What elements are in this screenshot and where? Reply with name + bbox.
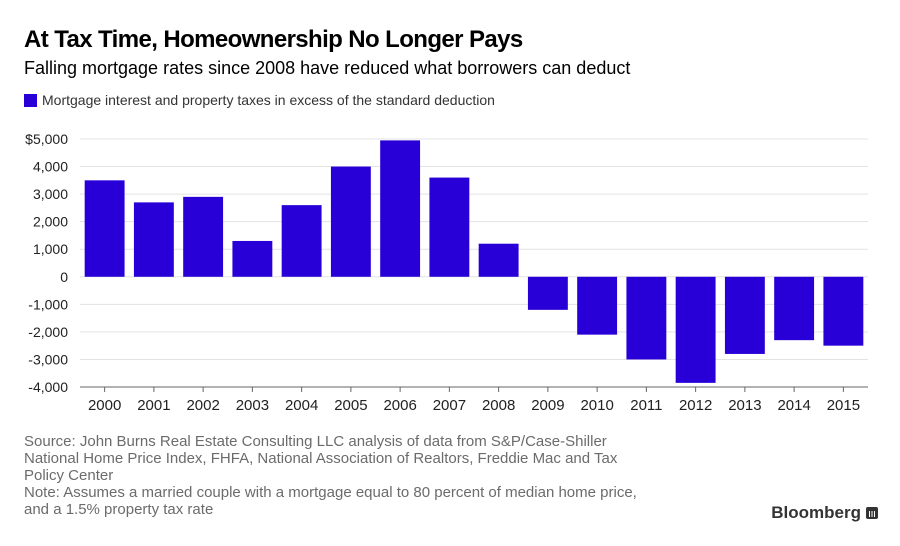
brand-name: Bloomberg [771, 503, 861, 522]
source-line: National Home Price Index, FHFA, Nationa… [24, 450, 618, 467]
x-axis-ticks: 2000 2001 2002 2003 2004 2005 2006 2007 2008 2009… [88, 387, 860, 414]
y-tick-label: 2,000 [33, 214, 68, 230]
bar-2003 [232, 240, 273, 277]
x-tick-label: 2009 [531, 397, 564, 414]
bar-2005 [330, 166, 371, 277]
x-tick-label: 2015 [827, 397, 860, 414]
x-tick-label: 2004 [285, 397, 318, 414]
chart-subtitle: Falling mortgage rates since 2008 have r… [24, 58, 631, 78]
source-line: Policy Center [24, 467, 114, 484]
bar-2015 [823, 276, 864, 346]
bar-2007 [429, 177, 470, 277]
x-tick-label: 2000 [88, 397, 121, 414]
bar-2014 [774, 276, 815, 341]
legend-swatch [24, 93, 37, 107]
chart-icon [866, 507, 878, 519]
bar-2002 [183, 196, 224, 277]
y-tick-label: -2,000 [28, 324, 68, 340]
y-tick-label: 4,000 [33, 159, 68, 175]
bar-2012 [675, 276, 716, 383]
source-line: Source: John Burns Real Estate Consultin… [24, 433, 607, 450]
y-tick-label: 1,000 [33, 241, 68, 257]
bar-2009 [527, 276, 568, 310]
x-tick-label: 2005 [334, 397, 367, 414]
source-note: Source: John Burns Real Estate Consultin… [24, 433, 744, 518]
x-tick-label: 2011 [630, 397, 662, 414]
chart-title: At Tax Time, Homeownership No Longer Pay… [24, 26, 523, 53]
x-tick-label: 2003 [236, 397, 269, 414]
x-tick-label: 2006 [383, 397, 416, 414]
bar-2013 [724, 276, 765, 354]
x-tick-label: 2008 [482, 397, 515, 414]
legend-label: Mortgage interest and property taxes in … [42, 92, 495, 108]
bar-2004 [281, 205, 322, 277]
bar-2011 [626, 276, 667, 360]
y-tick-label: -1,000 [28, 296, 68, 312]
x-tick-label: 2001 [137, 397, 170, 414]
x-tick-label: 2007 [433, 397, 466, 414]
x-tick-label: 2014 [777, 397, 810, 414]
y-axis-ticks: -4,000 -3,000 -2,000 -1,000 0 1,000 2,000 3,000… [25, 131, 68, 395]
bar-2008 [478, 243, 519, 277]
bar-2010 [577, 276, 618, 335]
bar-2000 [84, 180, 125, 277]
bars [84, 140, 864, 383]
y-tick-label: 3,000 [33, 186, 68, 202]
bar-2006 [380, 140, 421, 277]
x-tick-label: 2013 [728, 397, 761, 414]
note-line: and a 1.5% property tax rate [24, 501, 214, 518]
x-tick-label: 2002 [186, 397, 219, 414]
x-tick-label: 2012 [679, 397, 712, 414]
y-tick-label: $5,000 [25, 131, 68, 147]
note-line: Note: Assumes a married couple with a mo… [24, 484, 637, 501]
x-tick-label: 2010 [580, 397, 613, 414]
bar-2001 [133, 202, 174, 277]
y-tick-label: 0 [60, 269, 68, 285]
y-tick-label: -4,000 [28, 379, 68, 395]
y-tick-label: -3,000 [28, 351, 68, 367]
legend: Mortgage interest and property taxes in … [24, 92, 495, 108]
bloomberg-logo: Bloomberg [771, 503, 878, 523]
